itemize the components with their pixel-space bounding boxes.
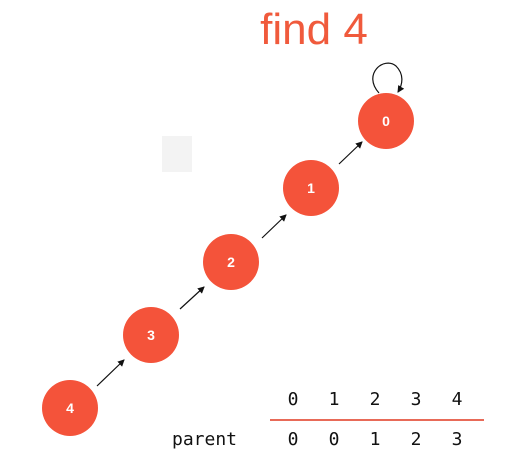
node-4-label: 4 <box>66 400 74 416</box>
node-1: 1 <box>283 160 339 216</box>
node-0-circle <box>358 93 414 149</box>
row-label-parent: parent <box>172 429 237 450</box>
parent-value-3: 2 <box>411 429 422 450</box>
node-2-label: 2 <box>227 254 235 270</box>
parent-value-1: 0 <box>329 429 340 450</box>
node-0-label: 0 <box>382 113 390 129</box>
faint-placeholder-block <box>162 136 192 172</box>
index-4: 4 <box>452 389 463 410</box>
node-3-label: 3 <box>147 327 155 343</box>
self-loop-edge-0 <box>372 62 405 94</box>
node-1-label: 1 <box>307 180 315 196</box>
node-0: 0 <box>358 93 414 149</box>
node-4: 4 <box>42 380 98 436</box>
edge-4-to-3 <box>96 359 125 387</box>
diagram-title: find 4 <box>260 5 368 54</box>
index-0: 0 <box>288 389 299 410</box>
edge-1-to-0 <box>338 141 363 165</box>
index-2: 2 <box>370 389 381 410</box>
edge-3-to-2 <box>179 286 205 310</box>
edge-2-to-1 <box>261 214 287 239</box>
node-2-circle <box>203 234 259 290</box>
parent-value-4: 3 <box>452 429 463 450</box>
node-1-circle <box>283 160 339 216</box>
node-4-circle <box>42 380 98 436</box>
node-3-circle <box>123 307 179 363</box>
parent-table: 0 1 2 3 4 parent 0 0 1 2 3 <box>172 389 484 450</box>
node-2: 2 <box>203 234 259 290</box>
index-3: 3 <box>411 389 422 410</box>
parent-value-0: 0 <box>288 429 299 450</box>
node-3: 3 <box>123 307 179 363</box>
parent-value-2: 1 <box>370 429 381 450</box>
index-1: 1 <box>329 389 340 410</box>
